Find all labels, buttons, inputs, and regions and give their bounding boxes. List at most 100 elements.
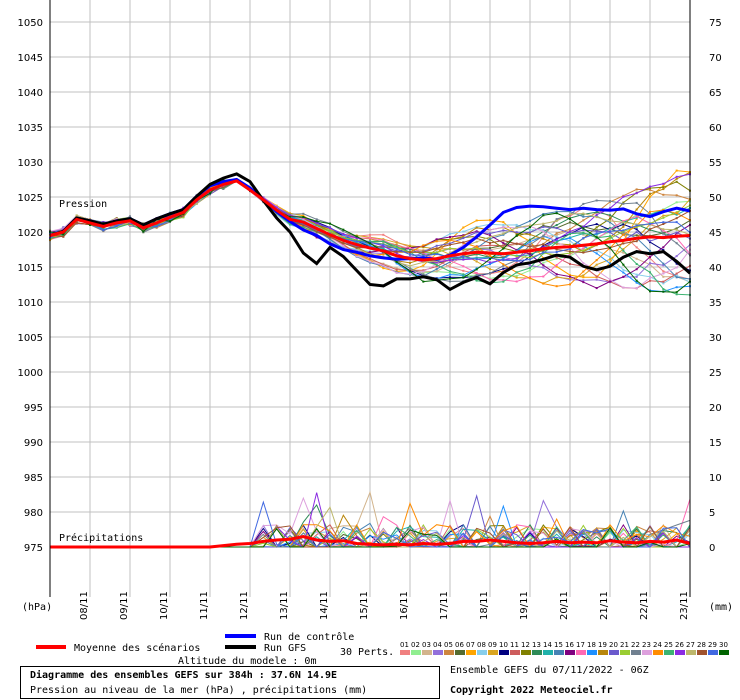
- perturbation-point: [515, 226, 518, 229]
- perturbation-point: [489, 254, 491, 257]
- perturbation-point: [302, 224, 305, 227]
- perturbation-point: [515, 242, 518, 245]
- perturbation-point: [435, 248, 438, 251]
- perturbation-point: [449, 276, 451, 279]
- pert-number: 30: [719, 641, 728, 649]
- perturbation-point: [595, 213, 598, 216]
- perturbation-point: [675, 291, 678, 294]
- perturbation-point: [435, 238, 438, 241]
- perturbation-point: [569, 228, 571, 231]
- x-tick-label: 11/11: [199, 591, 210, 620]
- perturbation-point: [355, 240, 358, 243]
- perturbation-point: [675, 175, 678, 178]
- perturbation-point: [635, 234, 638, 237]
- pert-swatch: [631, 650, 641, 655]
- pert-swatch: [422, 650, 432, 655]
- perturbation-point: [622, 275, 625, 278]
- perturbation-point: [529, 243, 531, 246]
- perturbation-point: [422, 261, 425, 264]
- perturbation-point: [409, 270, 411, 273]
- perturbation-point: [662, 288, 665, 291]
- perturbation-point: [662, 221, 665, 224]
- pert-swatch: [433, 650, 443, 655]
- perturbation-point: [369, 251, 371, 254]
- perturbation-point: [582, 229, 585, 232]
- perturbation-point: [609, 280, 611, 283]
- perturbation-point: [569, 210, 571, 213]
- perturbation-point: [395, 243, 398, 246]
- perturbation-point: [182, 216, 185, 219]
- right-tick-label: 0: [709, 543, 715, 554]
- perturbation-point: [635, 188, 638, 191]
- pert-swatch: [719, 650, 729, 655]
- pert-swatch: [521, 650, 531, 655]
- perturbation-point: [302, 216, 305, 218]
- pert-swatch: [444, 650, 454, 655]
- perturbation-point: [489, 261, 491, 264]
- perts-label: 30 Perts.: [340, 647, 394, 658]
- perturbation-point: [302, 212, 305, 215]
- perturbation-point: [342, 228, 345, 231]
- perturbation-point: [515, 274, 518, 277]
- perturbation-point: [529, 245, 531, 248]
- pert-number: 11: [510, 641, 519, 649]
- perturbation-point: [675, 169, 678, 172]
- perturbation-point: [435, 265, 438, 268]
- x-tick-label: 08/11: [79, 591, 90, 620]
- perturbation-point: [609, 278, 611, 281]
- perturbation-point: [382, 243, 385, 246]
- perturbation-point: [502, 257, 505, 260]
- perturbation-point: [182, 214, 185, 217]
- copyright-label: Copyright 2022 Meteociel.fr: [450, 685, 613, 696]
- perturbation-point: [502, 224, 505, 226]
- x-tick-label: 16/11: [399, 591, 410, 620]
- left-tick-label: 1030: [18, 158, 43, 169]
- perturbation-point: [649, 185, 651, 188]
- perturbation-point: [142, 230, 145, 233]
- gfs-pressure-line: [49, 172, 691, 292]
- perturbation-point: [595, 199, 598, 202]
- perturbation-point: [395, 245, 398, 248]
- left-tick-label: 1010: [18, 298, 43, 309]
- perturbation-point: [409, 248, 411, 251]
- perturbation-point: [369, 261, 371, 264]
- perturbation-point: [675, 221, 678, 224]
- perturbation-point: [555, 220, 558, 222]
- right-tick-label: 30: [709, 333, 722, 344]
- perturbation-point: [635, 240, 638, 243]
- perturbation-point: [542, 264, 545, 267]
- pert-swatch: [411, 650, 421, 655]
- perturbation-point: [449, 247, 451, 250]
- pert-number: 05: [444, 641, 453, 649]
- pert-swatch: [565, 650, 575, 655]
- perturbation-point: [115, 225, 118, 228]
- perturbation-point: [489, 242, 491, 244]
- perturbation-point: [342, 230, 345, 233]
- left-tick-label: 1025: [18, 193, 43, 204]
- perturbation-point: [449, 251, 451, 254]
- perturbation-point: [635, 231, 638, 234]
- perturbation-point: [342, 242, 345, 245]
- perturbation-point: [635, 216, 638, 219]
- perturbation-point: [609, 200, 611, 203]
- left-tick-label: 980: [24, 508, 43, 519]
- perturbation-point: [622, 221, 625, 224]
- perturbation-point: [609, 230, 611, 233]
- pert-number: 15: [554, 641, 563, 649]
- perturbation-point: [315, 230, 318, 233]
- perturbation-point: [422, 253, 425, 256]
- perturbation-point: [449, 259, 451, 261]
- pert-number: 20: [609, 641, 618, 649]
- perturbation-point: [462, 258, 465, 261]
- perturbation-point: [675, 212, 678, 215]
- perturbation-point: [675, 177, 678, 180]
- perturbation-point: [529, 240, 531, 243]
- perturbation-point: [315, 223, 318, 226]
- perturbation-point: [475, 252, 478, 255]
- perturbation-point: [635, 246, 638, 249]
- perturbation-point: [75, 221, 78, 224]
- perturbation-point: [555, 224, 558, 227]
- perturbation-point: [302, 226, 305, 229]
- perturbation-point: [555, 285, 558, 288]
- perturbation-point: [582, 262, 585, 265]
